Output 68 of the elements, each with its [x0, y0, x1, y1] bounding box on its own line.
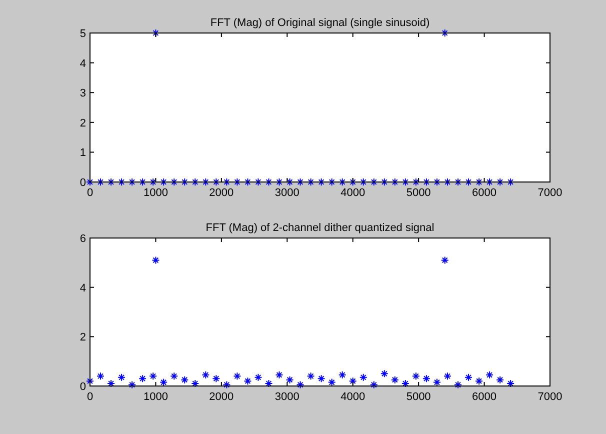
point	[138, 374, 147, 383]
point	[454, 380, 462, 389]
point	[475, 377, 484, 386]
point	[401, 380, 410, 388]
point	[222, 380, 231, 389]
y-tick-label: 2	[80, 332, 86, 344]
x-tick-label: 1000	[143, 187, 168, 199]
point	[464, 373, 473, 382]
point	[118, 373, 126, 382]
point	[317, 374, 326, 383]
point	[370, 380, 378, 389]
point	[306, 372, 315, 380]
x-tick-label: 7000	[538, 187, 562, 199]
y-tick-label: 4	[80, 282, 86, 294]
point	[359, 373, 368, 382]
point	[191, 380, 200, 388]
point	[440, 256, 449, 264]
x-tick-label: 2000	[209, 391, 234, 403]
point	[254, 373, 262, 382]
y-tick-label: 2	[80, 117, 86, 130]
x-tick-label: 2000	[209, 187, 234, 199]
point	[443, 372, 452, 380]
point	[128, 380, 136, 389]
point	[170, 372, 178, 380]
point	[180, 376, 189, 384]
point	[202, 370, 210, 379]
point	[328, 378, 336, 386]
chart-title: FFT (Mag) of 2-channel dither quantized signal	[206, 222, 434, 234]
point	[160, 378, 168, 386]
point	[264, 380, 273, 388]
y-tick-label: 6	[80, 233, 86, 245]
point	[496, 376, 504, 384]
point	[348, 377, 357, 386]
point	[233, 372, 242, 380]
point	[96, 372, 105, 380]
point	[244, 377, 252, 386]
point	[506, 380, 515, 388]
y-tick-label: 0	[80, 381, 86, 393]
chart-title: FFT (Mag) of Original signal (single sinusoid)	[210, 17, 430, 29]
x-tick-label: 4000	[340, 187, 366, 199]
x-tick-label: 5000	[406, 391, 431, 403]
x-tick-label: 4000	[340, 391, 366, 403]
x-tick-label: 1000	[143, 391, 168, 403]
point	[422, 374, 430, 383]
point	[486, 370, 494, 379]
x-tick-label: 3000	[274, 391, 300, 403]
point	[380, 370, 388, 378]
point	[296, 380, 304, 389]
point	[390, 376, 399, 384]
x-tick-label: 6000	[472, 187, 497, 199]
point	[212, 374, 220, 383]
point	[275, 370, 284, 379]
x-tick-label: 3000	[274, 187, 300, 199]
point	[338, 370, 346, 379]
point	[286, 376, 294, 384]
y-tick-label: 4	[80, 58, 86, 70]
y-tick-label: 0	[80, 177, 86, 189]
x-tick-label: 5000	[406, 187, 431, 199]
point	[107, 380, 116, 388]
point	[432, 378, 441, 386]
y-tick-label: 3	[80, 88, 86, 100]
point	[149, 372, 158, 380]
x-tick-label: 6000	[472, 391, 497, 403]
point	[412, 372, 420, 380]
x-tick-label: 7000	[538, 391, 562, 403]
y-tick-label: 5	[80, 28, 86, 40]
y-tick-label: 1	[80, 147, 86, 160]
point	[152, 256, 160, 264]
